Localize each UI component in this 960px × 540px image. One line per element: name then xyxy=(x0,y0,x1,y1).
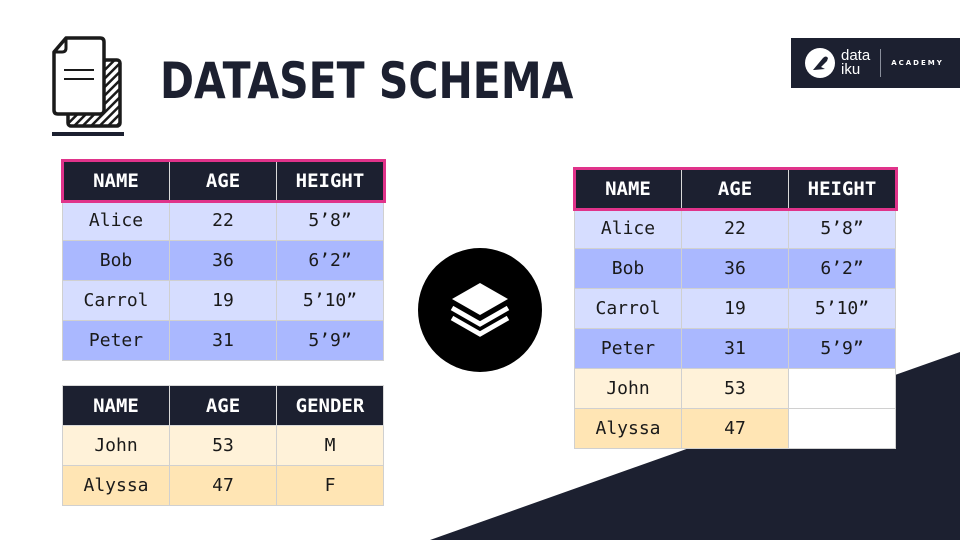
cell: Alice xyxy=(574,208,682,249)
table-row: Peter 31 5’9” xyxy=(62,320,384,361)
cell: 5’8” xyxy=(788,208,896,249)
logo-separator xyxy=(880,49,882,77)
empty-cell xyxy=(788,408,896,449)
stack-layers-icon xyxy=(450,283,510,337)
dataset-table-1: NAME AGE HEIGHT Alice 22 5’8” Bob 36 6’2… xyxy=(60,158,386,361)
cell: 5’10” xyxy=(276,280,384,321)
cell: Carrol xyxy=(62,280,170,321)
cell: F xyxy=(276,465,384,506)
cell: 22 xyxy=(681,208,789,249)
cell: Peter xyxy=(62,320,170,361)
dataiku-bird-icon xyxy=(805,48,835,78)
cell: 5’9” xyxy=(788,328,896,369)
dataiku-academy-logo: data iku ACADEMY xyxy=(791,38,960,88)
cell: 53 xyxy=(681,368,789,409)
logo-academy-label: ACADEMY xyxy=(891,59,944,67)
documents-icon xyxy=(52,36,124,136)
column-header-age: AGE xyxy=(169,385,277,426)
column-header-height: HEIGHT xyxy=(788,168,896,209)
cell: 31 xyxy=(681,328,789,369)
column-header-name: NAME xyxy=(62,160,170,201)
cell: 47 xyxy=(169,465,277,506)
table-header-row: NAME AGE HEIGHT xyxy=(60,158,386,203)
table-header-row: NAME AGE GENDER xyxy=(62,385,384,426)
cell: Carrol xyxy=(574,288,682,329)
cell: 5’8” xyxy=(276,200,384,241)
cell: 36 xyxy=(169,240,277,281)
page-title: DATASET SCHEMA xyxy=(160,52,574,110)
table-row: Carrol 19 5’10” xyxy=(62,280,384,321)
table-row: Bob 36 6’2” xyxy=(62,240,384,281)
cell: 19 xyxy=(681,288,789,329)
column-header-age: AGE xyxy=(681,168,789,209)
table-row: Bob 36 6’2” xyxy=(574,248,896,289)
cell: Alyssa xyxy=(62,465,170,506)
column-header-gender: GENDER xyxy=(276,385,384,426)
empty-cell xyxy=(788,368,896,409)
table-row: Alyssa 47 xyxy=(574,408,896,449)
cell: John xyxy=(574,368,682,409)
cell: 47 xyxy=(681,408,789,449)
cell: M xyxy=(276,425,384,466)
cell: 19 xyxy=(169,280,277,321)
cell: 5’9” xyxy=(276,320,384,361)
cell: Alice xyxy=(62,200,170,241)
cell: 36 xyxy=(681,248,789,289)
cell: Peter xyxy=(574,328,682,369)
cell: 22 xyxy=(169,200,277,241)
cell: 6’2” xyxy=(788,248,896,289)
logo-word-data: data xyxy=(841,47,871,64)
table-row: Carrol 19 5’10” xyxy=(574,288,896,329)
dataset-table-2: NAME AGE GENDER John 53 M Alyssa 47 F xyxy=(62,385,384,506)
table-row: Alyssa 47 F xyxy=(62,465,384,506)
table-row: Alice 22 5’8” xyxy=(62,200,384,241)
logo-wordmark: data iku xyxy=(841,47,871,78)
stack-recipe-badge xyxy=(418,248,542,372)
column-header-name: NAME xyxy=(62,385,170,426)
cell: 5’10” xyxy=(788,288,896,329)
cell: Bob xyxy=(574,248,682,289)
table-row: Alice 22 5’8” xyxy=(574,208,896,249)
table-row: Peter 31 5’9” xyxy=(574,328,896,369)
table-row: John 53 xyxy=(574,368,896,409)
stacked-output-table: NAME AGE HEIGHT Alice 22 5’8” Bob 36 6’2… xyxy=(572,166,898,449)
cell: John xyxy=(62,425,170,466)
logo-word-iku: iku xyxy=(841,61,861,78)
cell: 6’2” xyxy=(276,240,384,281)
cell: 53 xyxy=(169,425,277,466)
column-header-height: HEIGHT xyxy=(276,160,384,201)
cell: Alyssa xyxy=(574,408,682,449)
cell: 31 xyxy=(169,320,277,361)
cell: Bob xyxy=(62,240,170,281)
table-header-row: NAME AGE HEIGHT xyxy=(572,166,898,211)
column-header-age: AGE xyxy=(169,160,277,201)
column-header-name: NAME xyxy=(574,168,682,209)
table-row: John 53 M xyxy=(62,425,384,466)
